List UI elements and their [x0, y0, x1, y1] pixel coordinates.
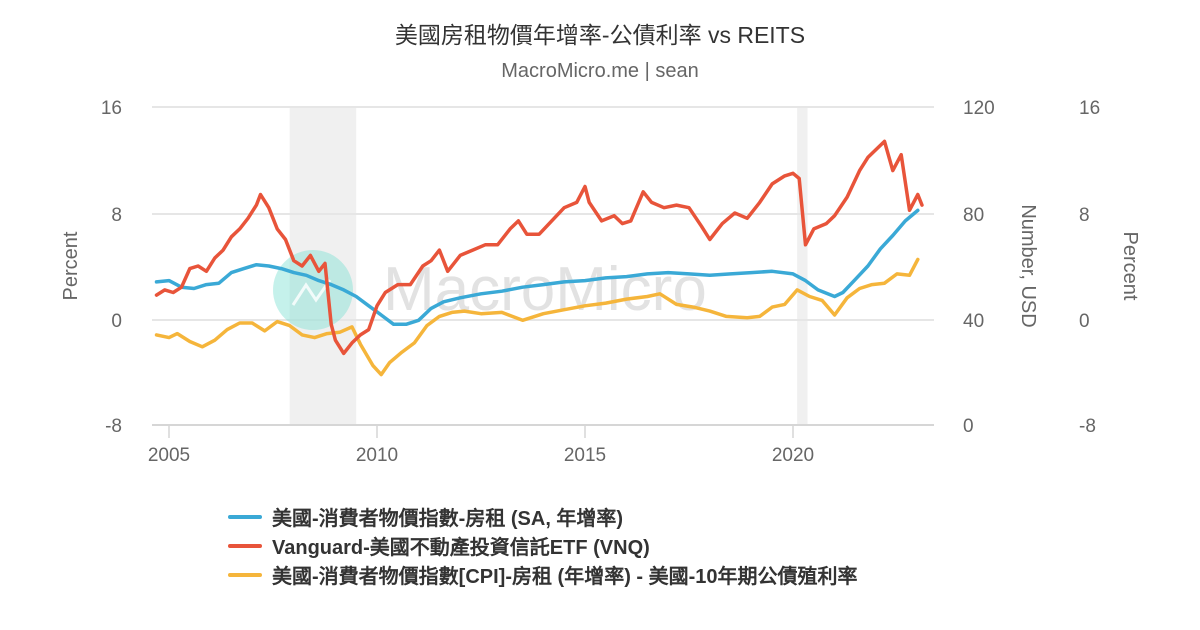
right-y-axis-percent: 16 8 0 -8 Percent [1079, 98, 1141, 437]
legend-item-rent-cpi[interactable]: 美國-消費者物價指數-房租 (SA, 年增率) [228, 502, 858, 531]
right-pct-tick-16: 16 [1079, 98, 1100, 119]
series-line-1[interactable] [154, 139, 924, 356]
x-axis-ticks [168, 425, 794, 438]
usd-tick-120: 120 [963, 98, 995, 119]
left-axis-title: Percent [60, 231, 82, 300]
usd-tick-0: 0 [963, 416, 974, 437]
left-tick-16: 16 [101, 98, 122, 119]
recession-band [797, 107, 808, 425]
legend-item-rent-minus-10y[interactable]: 美國-消費者物價指數[CPI]-房租 (年增率) - 美國-10年期公債殖利率 [228, 560, 858, 589]
usd-axis-title: Number, USD [1017, 204, 1039, 327]
legend: 美國-消費者物價指數-房租 (SA, 年增率) Vanguard-美國不動產投資… [228, 502, 858, 589]
legend-label: 美國-消費者物價指數-房租 (SA, 年增率) [272, 508, 624, 530]
left-tick-0: 0 [111, 311, 122, 332]
usd-tick-80: 80 [963, 205, 984, 226]
watermark: MacroMicro [273, 250, 707, 330]
usd-tick-40: 40 [963, 311, 984, 332]
left-tick-neg8: -8 [105, 416, 122, 437]
x-tick-2005: 2005 [148, 445, 190, 466]
left-tick-8: 8 [111, 205, 122, 226]
series-lines [154, 139, 924, 377]
right-y-axis-usd: 120 80 40 0 Number, USD [963, 98, 1039, 437]
x-tick-2015: 2015 [564, 445, 606, 466]
legend-label: Vanguard-美國不動產投資信託ETF (VNQ) [272, 537, 650, 559]
right-pct-tick-8: 8 [1079, 205, 1090, 226]
legend-swatch-red-icon [228, 543, 262, 548]
legend-swatch-yellow-icon [228, 572, 262, 577]
right-pct-tick-neg8: -8 [1079, 416, 1096, 437]
x-tick-2010: 2010 [356, 445, 398, 466]
x-axis: 2005 2010 2015 2020 [148, 445, 814, 466]
right-pct-axis-title: Percent [1119, 232, 1141, 301]
left-y-axis: 16 8 0 -8 Percent [60, 98, 122, 437]
series-line-2[interactable] [154, 257, 920, 377]
watermark-logo-icon [273, 250, 353, 330]
chart-title: 美國房租物價年增率-公債利率 vs REITS [394, 22, 806, 48]
right-pct-tick-0: 0 [1079, 311, 1090, 332]
x-tick-2020: 2020 [772, 445, 814, 466]
legend-label: 美國-消費者物價指數[CPI]-房租 (年增率) - 美國-10年期公債殖利率 [272, 566, 858, 588]
legend-item-vnq[interactable]: Vanguard-美國不動產投資信託ETF (VNQ) [228, 531, 858, 560]
chart-subtitle: MacroMicro.me | sean [501, 60, 699, 82]
legend-swatch-blue-icon [228, 514, 262, 519]
series-line-0[interactable] [154, 208, 920, 327]
